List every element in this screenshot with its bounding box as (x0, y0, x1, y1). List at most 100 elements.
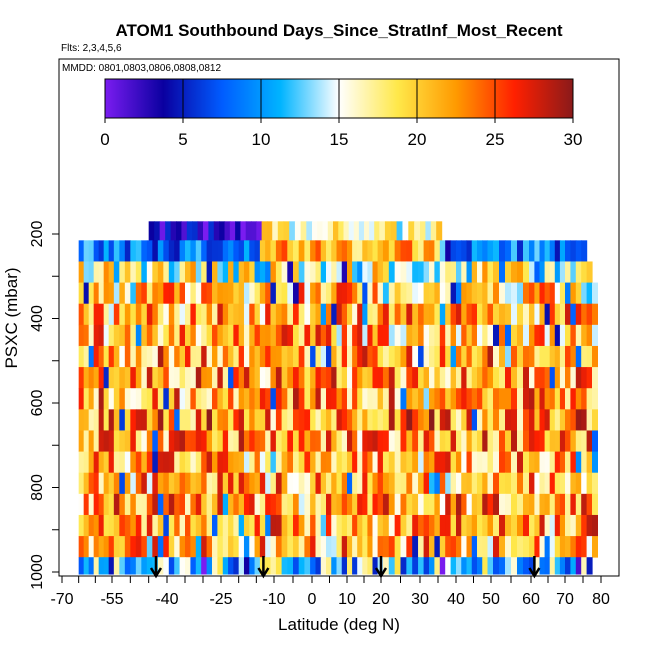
heatmap-cell (423, 536, 430, 558)
heatmap-cell (429, 409, 435, 431)
heatmap-cell (493, 451, 500, 474)
heatmap-cell (212, 303, 218, 326)
heatmap-cell (394, 472, 402, 495)
heatmap-cell (270, 557, 277, 575)
heatmap-cell (517, 388, 524, 410)
heatmap-cell (565, 261, 571, 283)
heatmap-cell (233, 536, 240, 558)
heatmap-cell (517, 282, 524, 305)
y-tick-label: 600 (29, 390, 46, 417)
heatmap-cell (429, 324, 435, 347)
heatmap-cell (400, 430, 407, 452)
heatmap-cell (445, 388, 452, 410)
heatmap-cell (377, 324, 384, 347)
heatmap-cell (477, 493, 483, 516)
heatmap-cell (195, 261, 202, 283)
heatmap-cell (281, 536, 288, 558)
heatmap-cell (439, 388, 446, 410)
heatmap-cell (471, 430, 478, 452)
heatmap-cell (168, 324, 175, 347)
heatmap-cell (372, 345, 379, 368)
heatmap-cell (270, 303, 277, 326)
heatmap-cell (534, 451, 541, 474)
heatmap-cell (254, 240, 261, 262)
heatmap-cell (466, 345, 473, 368)
heatmap-cell (195, 536, 202, 558)
heatmap-cell (304, 345, 311, 368)
heatmap-cell (163, 536, 170, 558)
heatmap-cell (517, 345, 524, 368)
heatmap-cell (119, 472, 126, 495)
heatmap-cell (367, 303, 374, 326)
heatmap-cell (406, 451, 413, 474)
heatmap-cell (505, 303, 512, 326)
heatmap-cell (382, 514, 390, 537)
heatmap-cell (233, 261, 240, 283)
heatmap-cell (400, 282, 407, 305)
heatmap-cell (418, 557, 425, 575)
heatmap-cell (559, 409, 566, 431)
heatmap-cell (523, 430, 530, 452)
heatmap-cell (570, 324, 577, 347)
heatmap-cell (539, 282, 546, 305)
heatmap-cell (388, 536, 396, 558)
heatmap-cell (212, 345, 218, 368)
heatmap-cell (212, 282, 218, 305)
heatmap-cell (88, 345, 95, 368)
heatmap-cell (331, 261, 338, 283)
heatmap-cell (326, 472, 332, 495)
heatmap-cell (493, 282, 500, 305)
heatmap-cell (185, 345, 191, 368)
heatmap-cell (265, 303, 272, 326)
heatmap-cell (352, 409, 358, 431)
heatmap-cell (238, 472, 245, 495)
heatmap-cell (238, 388, 245, 410)
heatmap-cell (275, 451, 283, 474)
heatmap-cell (559, 514, 566, 537)
heatmap-cell (482, 367, 489, 389)
heatmap-cell (141, 472, 148, 495)
heatmap-cell (98, 324, 105, 347)
heatmap-cell (429, 261, 435, 283)
heatmap-cell (357, 493, 363, 516)
heatmap-cell (388, 472, 396, 495)
heatmap-cell (544, 536, 551, 558)
heatmap-cell (544, 324, 551, 347)
heatmap-cell (168, 261, 175, 283)
heatmap-cell (78, 261, 85, 283)
heatmap-cell (195, 282, 202, 305)
heatmap-cell (228, 240, 234, 262)
heatmap-cell (270, 282, 277, 305)
heatmap-cell (157, 367, 164, 389)
heatmap-cell (352, 261, 358, 283)
heatmap-cell (130, 557, 137, 575)
heatmap-cell (539, 557, 546, 575)
heatmap-cell (477, 472, 483, 495)
heatmap-cell (517, 514, 524, 537)
heatmap-cell (190, 493, 197, 516)
heatmap-cell (212, 409, 218, 431)
heatmap-cell (539, 430, 546, 452)
heatmap-cell (466, 514, 473, 537)
heatmap-cell (233, 388, 240, 410)
heatmap-cell (287, 536, 294, 558)
heatmap-cell (439, 240, 446, 262)
heatmap-cell (517, 367, 524, 389)
heatmap-cell (259, 367, 266, 389)
heatmap-cell (559, 536, 566, 558)
heatmap-cell (482, 345, 489, 368)
heatmap-cell (456, 282, 462, 305)
heatmap-cell (141, 303, 148, 326)
heatmap-cell (466, 324, 473, 347)
heatmap-cell (275, 514, 283, 537)
heatmap-cell (341, 409, 348, 431)
heatmap-cell (190, 282, 197, 305)
heatmap-cell (119, 282, 126, 305)
heatmap-cell (190, 557, 197, 575)
heatmap-cell (505, 388, 512, 410)
heatmap-cell (78, 324, 85, 347)
heatmap-cell (174, 514, 181, 537)
heatmap-cell (168, 514, 175, 537)
heatmap-cell (539, 514, 546, 537)
heatmap-cell (511, 303, 518, 326)
